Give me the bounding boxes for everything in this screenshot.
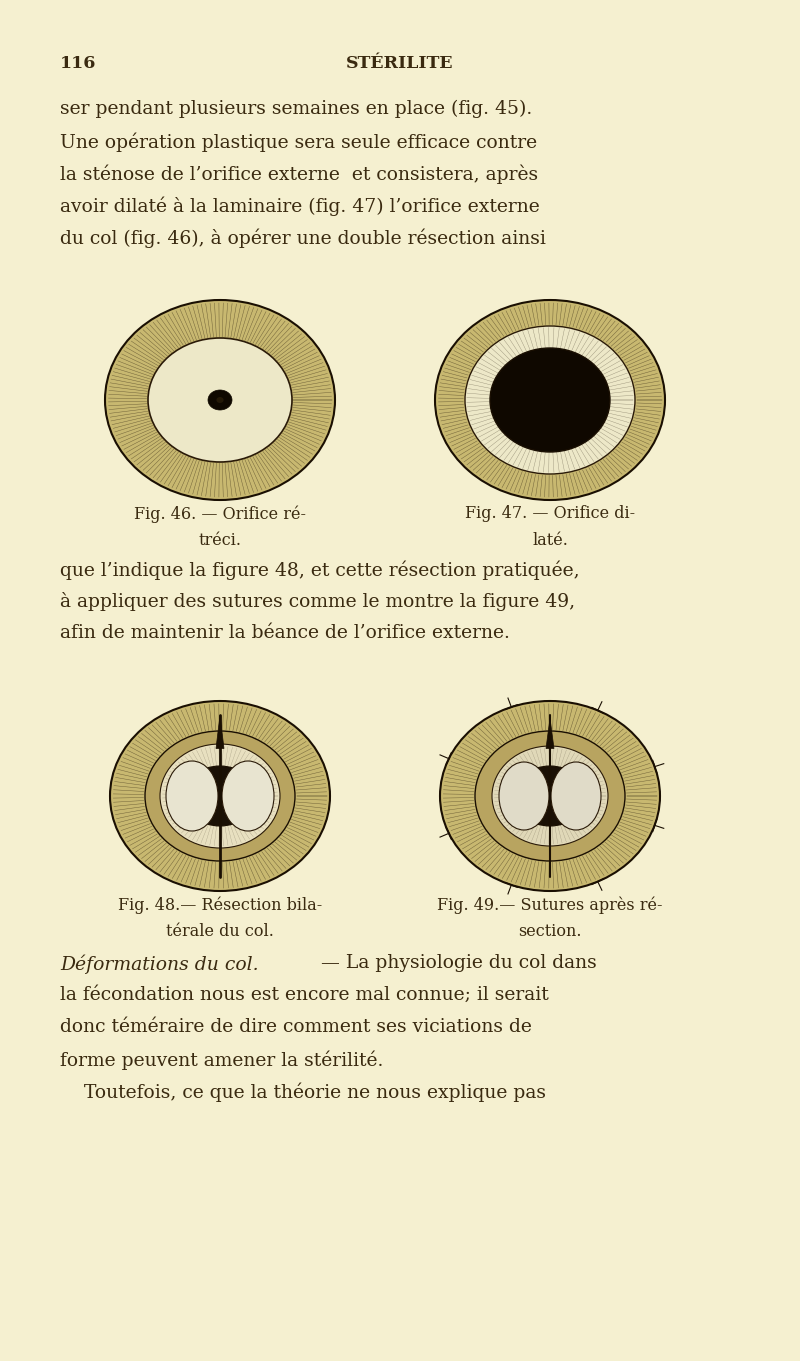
Text: térale du col.: térale du col. <box>166 923 274 940</box>
Text: Une opération plastique sera seule efficace contre: Une opération plastique sera seule effic… <box>60 132 537 151</box>
Ellipse shape <box>145 731 295 862</box>
Text: la sténose de l’orifice externe  et consistera, après: la sténose de l’orifice externe et consi… <box>60 163 538 184</box>
Text: Déformations du col.: Déformations du col. <box>60 954 258 973</box>
Ellipse shape <box>551 762 601 830</box>
Ellipse shape <box>222 761 274 832</box>
Text: Fig. 49.— Sutures après ré-: Fig. 49.— Sutures après ré- <box>438 896 662 913</box>
Ellipse shape <box>208 391 232 410</box>
Ellipse shape <box>435 299 665 499</box>
Text: la fécondation nous est encore mal connue; il serait: la fécondation nous est encore mal connu… <box>60 985 549 1004</box>
Ellipse shape <box>105 299 335 499</box>
Text: Toutefois, ce que la théorie ne nous explique pas: Toutefois, ce que la théorie ne nous exp… <box>60 1082 546 1101</box>
Ellipse shape <box>440 701 660 891</box>
Ellipse shape <box>166 761 218 832</box>
Text: du col (fig. 46), à opérer une double résection ainsi: du col (fig. 46), à opérer une double ré… <box>60 229 546 248</box>
Polygon shape <box>546 719 554 749</box>
Text: avoir dilaté à la laminaire (fig. 47) l’orifice externe: avoir dilaté à la laminaire (fig. 47) l’… <box>60 196 540 215</box>
Text: 116: 116 <box>60 54 96 72</box>
Text: que l’indique la figure 48, et cette résection pratiquée,: que l’indique la figure 48, et cette rés… <box>60 559 580 580</box>
Text: forme peuvent amener la stérilité.: forme peuvent amener la stérilité. <box>60 1049 383 1070</box>
Text: Fig. 48.— Résection bila-: Fig. 48.— Résection bila- <box>118 896 322 913</box>
Ellipse shape <box>160 744 280 848</box>
Text: tréci.: tréci. <box>198 532 242 548</box>
Ellipse shape <box>514 766 586 826</box>
Ellipse shape <box>492 746 608 847</box>
Ellipse shape <box>217 397 224 403</box>
Text: laté.: laté. <box>532 532 568 548</box>
Text: Fig. 47. — Orifice di-: Fig. 47. — Orifice di- <box>465 505 635 523</box>
Ellipse shape <box>184 766 256 826</box>
Text: STÉRILITE: STÉRILITE <box>346 54 454 72</box>
Text: — La physiologie du col dans: — La physiologie du col dans <box>315 954 597 972</box>
Ellipse shape <box>465 327 635 474</box>
Text: section.: section. <box>518 923 582 940</box>
Text: ser pendant plusieurs semaines en place (fig. 45).: ser pendant plusieurs semaines en place … <box>60 99 532 118</box>
Polygon shape <box>216 716 224 749</box>
Text: Fig. 46. — Orifice ré-: Fig. 46. — Orifice ré- <box>134 505 306 523</box>
Ellipse shape <box>148 338 292 461</box>
Ellipse shape <box>499 762 549 830</box>
Ellipse shape <box>490 348 610 452</box>
Text: donc téméraire de dire comment ses viciations de: donc téméraire de dire comment ses vicia… <box>60 1018 532 1036</box>
Ellipse shape <box>110 701 330 891</box>
Text: afin de maintenir la béance de l’orifice externe.: afin de maintenir la béance de l’orifice… <box>60 623 510 642</box>
Text: à appliquer des sutures comme le montre la figure 49,: à appliquer des sutures comme le montre … <box>60 592 575 611</box>
Ellipse shape <box>475 731 625 862</box>
